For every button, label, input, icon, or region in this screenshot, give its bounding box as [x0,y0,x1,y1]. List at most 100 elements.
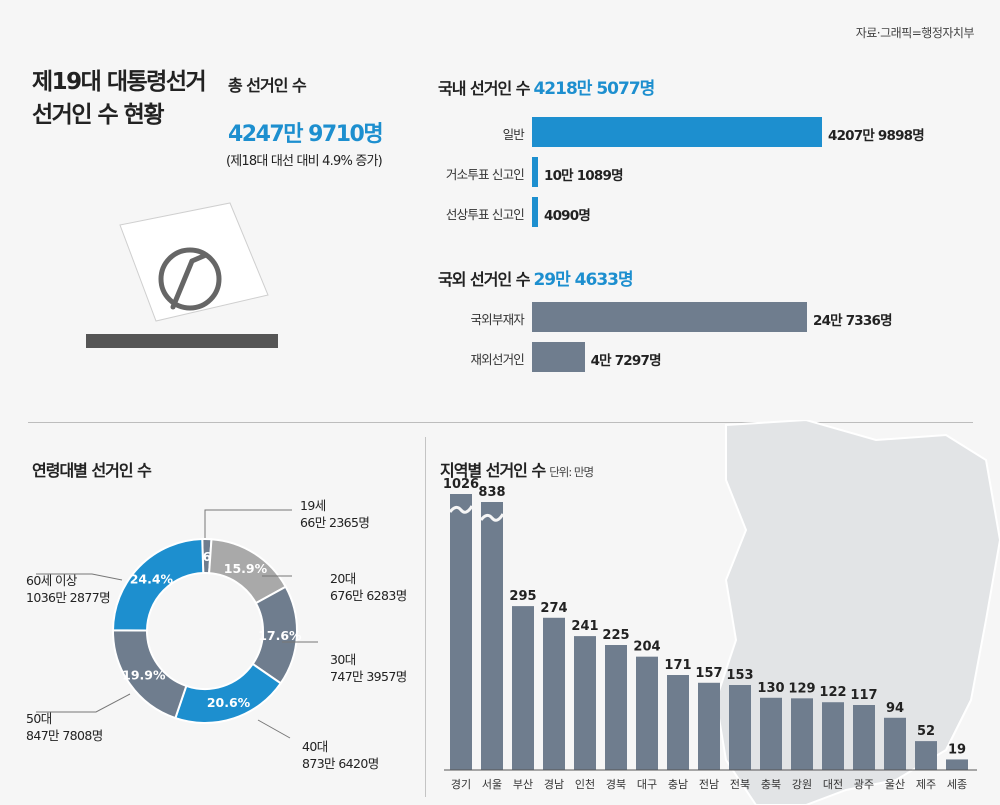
region-category-label: 강원 [792,778,812,791]
region-bar-chart: 1026 경기 838 서울 295 부산 274 경남 241 인천 225 경북 204 대구 171 충… [443,420,1000,805]
region-bar [512,606,534,770]
overseas-row-value: 24만 7336명 [813,313,893,329]
overseas-row-value: 4만 7297명 [590,353,662,369]
region-value-label: 117 [850,688,877,703]
region-value-label: 19 [948,742,966,757]
region-bar [946,759,968,770]
donut-slice-3 [174,662,283,724]
region-category-label: 울산 [885,778,905,791]
region-bar [853,705,875,770]
age-group-count: 1036만 2877명 [26,590,111,605]
age-group-count: 66만 2365명 [300,515,370,530]
region-value-label: 122 [819,685,846,700]
region-bar [450,494,472,770]
region-value-label: 153 [726,668,753,683]
overseas-row-bar [532,302,807,332]
leader-line [36,573,123,581]
region-bar [543,617,565,770]
domestic-row-value: 4090명 [544,208,591,224]
page-title: 제19대 대통령선거 선거인 수 현황 [32,66,222,132]
title-line-2: 선거인 수 현황 [32,102,164,128]
overseas-row-label: 국외부재자 [470,312,524,327]
overseas-value: 29만 4633명 [533,270,633,290]
region-chart-unit: 단위: 만명 [549,465,594,479]
region-category-label: 서울 [482,778,502,791]
region-value-label: 1026 [443,477,479,492]
region-value-label: 225 [602,628,629,643]
donut-value-label: 20.6% [207,695,251,710]
domestic-row-value: 10만 1089명 [544,168,624,184]
region-value-label: 241 [571,619,598,634]
region-bar [729,685,751,770]
age-label-2: 30대 747만 3957명 [330,651,407,685]
region-bar [915,741,937,770]
age-group-name: 50대 [26,711,52,726]
region-category-label: 세종 [947,778,967,791]
age-group-name: 30대 [330,652,356,667]
region-category-label: 전남 [699,778,719,791]
region-bar [481,502,503,770]
donut-value-label: 19.9% [122,667,166,682]
region-bar [884,717,906,770]
domestic-row-bar [532,197,538,227]
region-category-label: 충북 [761,778,781,791]
overseas-heading: 국외 선거인 수 29만 4633명 [438,265,634,290]
region-value-label: 204 [633,640,660,655]
region-category-label: 대구 [637,778,657,791]
age-label-0: 19세 66만 2365명 [300,497,370,531]
region-value-label: 274 [540,601,567,616]
region-bar [698,682,720,770]
region-value-label: 295 [509,589,536,604]
age-donut-chart: 1.6%15.9%17.6%20.6%19.9%24.4% [36,509,318,739]
total-voters-note: (제18대 대선 대비 4.9% 증가) [226,154,383,169]
axis-break-mark [479,513,505,522]
region-category-label: 인천 [575,777,595,791]
region-category-label: 부산 [513,778,533,791]
korea-map-silhouette [714,420,1000,805]
leader-line [257,719,291,739]
domestic-row-bar [532,157,538,187]
age-chart-title: 연령대별 선거인 수 [32,461,152,480]
region-category-label: 충남 [668,778,688,791]
age-group-count: 676만 6283명 [330,588,407,603]
section-divider [28,422,973,423]
overseas-row-label: 재외선거인 [470,352,524,367]
age-group-name: 40대 [302,739,328,754]
age-label-5: 60세 이상 1036만 2877명 [26,572,111,606]
domestic-row-label: 거소투표 신고인 [445,167,525,182]
domestic-row-bar [532,117,822,147]
region-bar [760,697,782,770]
domestic-row-label: 선상투표 신고인 [445,207,525,222]
region-value-label: 838 [478,485,505,500]
region-value-label: 129 [788,681,815,696]
domestic-value: 4218만 5077명 [533,79,655,99]
overseas-row-bar [532,342,585,372]
region-chart-title-text: 지역별 선거인 수 [440,461,546,480]
donut-slice-5 [111,538,205,632]
ballot-box-illustration [86,202,278,348]
region-category-label: 경북 [606,778,626,791]
total-voters-value: 4247만 9710명 [228,122,384,147]
donut-value-label: 15.9% [224,561,268,576]
total-voters-label: 총 선거인 수 [228,76,307,95]
age-group-name: 20대 [330,571,356,586]
age-group-count: 873만 6420명 [302,756,379,771]
source-credit: 자료·그래픽=행정자치부 [855,26,975,40]
region-category-label: 제주 [916,778,936,791]
region-value-label: 171 [664,658,691,673]
region-category-label: 대전 [823,778,843,791]
domestic-row-label: 일반 [502,127,525,142]
age-group-count: 747만 3957명 [330,669,407,684]
donut-value-label: 24.4% [130,572,174,587]
region-bar [636,656,658,770]
ballot-stamp-icon [158,247,222,311]
donut-value-label: 17.6% [258,628,302,643]
age-label-3: 40대 873만 6420명 [302,738,379,772]
region-bar [605,645,627,770]
overseas-label: 국외 선거인 수 [438,270,530,289]
region-value-label: 157 [695,666,722,681]
age-label-1: 20대 676만 6283명 [330,570,407,604]
domestic-row-value: 4207만 9898명 [828,128,925,144]
region-bar [574,636,596,770]
region-value-label: 130 [757,681,784,696]
